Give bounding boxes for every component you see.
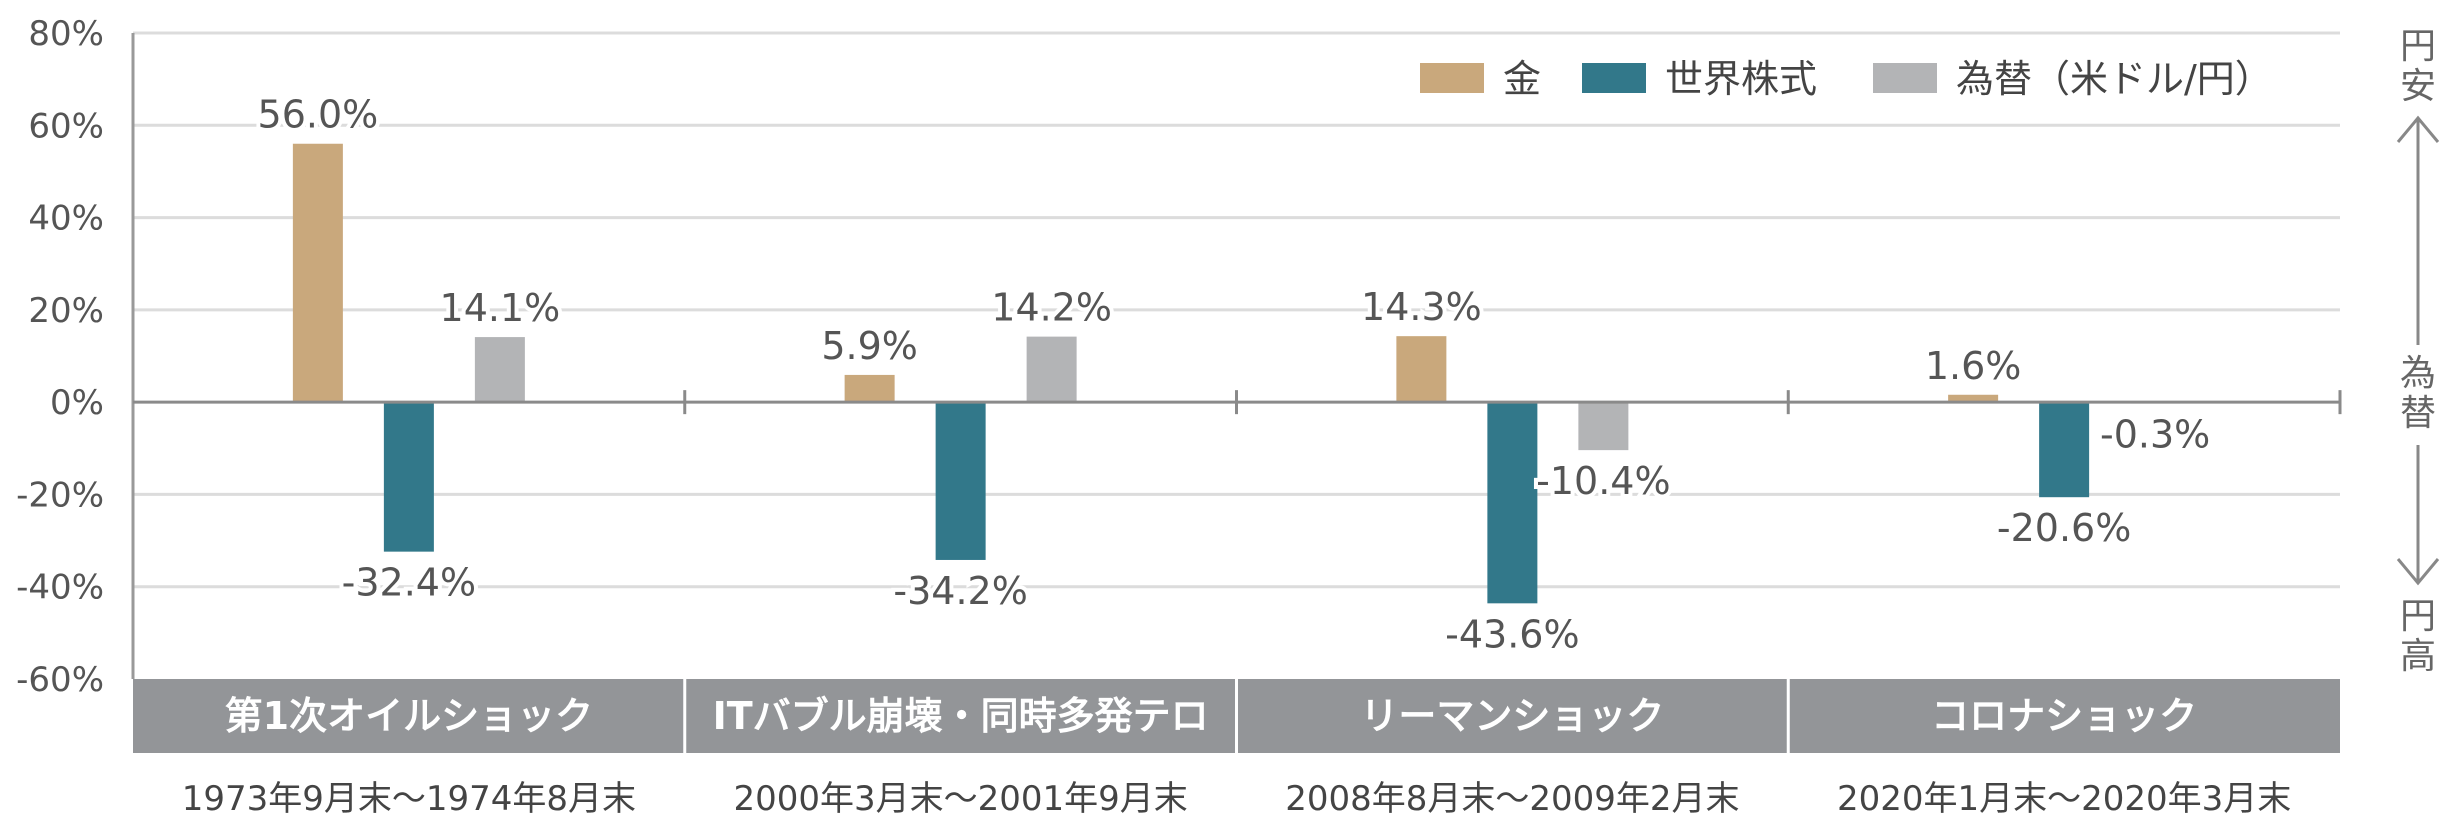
bar [1578, 402, 1629, 451]
data-label: 14.1% [440, 286, 561, 330]
side-label-yen-weak-2: 安 [2400, 66, 2436, 107]
category-label: 第1次オイルショック [225, 694, 593, 738]
side-label-fx-2: 替 [2400, 393, 2436, 434]
side-label-yen-weak-1: 円 [2400, 26, 2436, 67]
legend-swatch [1420, 63, 1484, 93]
data-label: 14.2% [991, 286, 1112, 330]
legend-label: 為替（米ドル/円） [1956, 57, 2273, 101]
side-label-yen-strong-1: 円 [2400, 596, 2436, 637]
data-label: -34.2% [893, 569, 1027, 613]
period-label: 2020年1月末～2020年3月末 [1837, 779, 2291, 819]
data-label: -20.6% [1997, 506, 2131, 550]
y-tick-label: 80% [28, 14, 104, 54]
data-label: 56.0% [258, 93, 379, 137]
category-label: ITバブル崩壊・同時多発テロ [713, 694, 1209, 738]
y-tick-label: -60% [16, 660, 104, 700]
category-band: 第1次オイルショック 1973年9月末～1974年8月末 ITバブル崩壊・同時多発テ… [133, 679, 2340, 819]
legend-label: 金 [1503, 57, 1541, 101]
data-label: -32.4% [342, 561, 476, 605]
bar [1026, 336, 1077, 403]
y-tick-label: 0% [50, 383, 104, 423]
axes [131, 33, 2342, 679]
data-labels: 56.0% -32.4% 14.1% 5.9% -34.2% 14.2% 14.3% -43.… [254, 89, 2215, 661]
side-label-yen-strong-2: 高 [2400, 636, 2436, 677]
legend-label: 世界株式 [1665, 57, 1817, 101]
bar [292, 143, 343, 403]
period-label: 1973年9月末～1974年8月末 [182, 779, 636, 819]
category-label: リーマンショック [1360, 694, 1664, 738]
gridlines [133, 31, 2340, 589]
data-label: -43.6% [1445, 612, 1579, 656]
data-label: 1.6% [1925, 344, 2022, 388]
period-label: 2008年8月末～2009年2月末 [1285, 779, 1739, 819]
up-arrow-icon [2396, 115, 2440, 345]
bar [2039, 402, 2090, 498]
side-label-fx-1: 為 [2400, 353, 2436, 394]
y-tick-label: 20% [28, 291, 104, 331]
legend-swatch [1873, 63, 1937, 93]
y-tick-label: 60% [28, 106, 104, 146]
bar [383, 402, 434, 552]
data-label: -10.4% [1536, 459, 1670, 503]
data-label: 5.9% [821, 324, 918, 368]
bar [474, 337, 525, 403]
data-label: 14.3% [1361, 285, 1482, 329]
data-label: -0.3% [2100, 413, 2210, 457]
y-tick-label: 40% [28, 199, 104, 239]
y-tick-label: -40% [16, 568, 104, 608]
y-axis-ticks: 80% 60% 40% 20% 0% -20% -40% -60% [16, 14, 104, 700]
bars [292, 143, 2181, 604]
bar [1487, 402, 1538, 604]
y-tick-label: -20% [16, 475, 104, 515]
bar [844, 374, 895, 403]
period-label: 2000年3月末～2001年9月末 [733, 779, 1187, 819]
fx-direction-indicator: 円 安 為 替 円 高 [2396, 26, 2440, 677]
category-label: コロナショック [1931, 694, 2197, 738]
down-arrow-icon [2396, 445, 2440, 586]
bar [1396, 336, 1447, 403]
bar [1948, 394, 1999, 403]
bar [935, 402, 986, 560]
legend-swatch [1582, 63, 1646, 93]
legend: 金 世界株式 為替（米ドル/円） [1420, 57, 2273, 101]
